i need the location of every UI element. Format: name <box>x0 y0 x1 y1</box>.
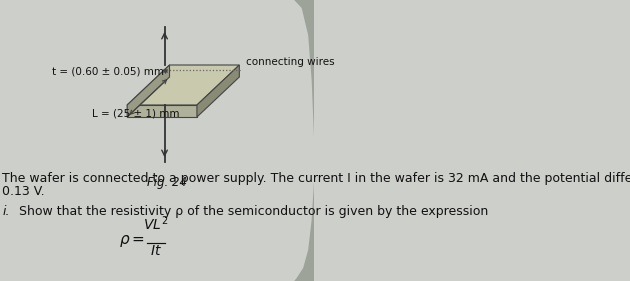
Text: Fig. 24: Fig. 24 <box>147 176 187 189</box>
Text: connecting wires: connecting wires <box>246 57 335 67</box>
Polygon shape <box>127 65 169 117</box>
Text: $\rho =$: $\rho =$ <box>119 233 145 249</box>
Polygon shape <box>197 65 239 117</box>
Polygon shape <box>294 0 314 281</box>
Text: $It$: $It$ <box>150 244 162 258</box>
Text: Show that the resistivity ρ of the semiconductor is given by the expression: Show that the resistivity ρ of the semic… <box>19 205 488 218</box>
Text: i.: i. <box>3 205 10 218</box>
Text: $VL^2$: $VL^2$ <box>144 214 169 233</box>
Text: L = (25 ± 1) mm: L = (25 ± 1) mm <box>92 109 180 119</box>
Polygon shape <box>127 105 197 117</box>
Polygon shape <box>127 65 239 105</box>
Text: t = (0.60 ± 0.05) mm: t = (0.60 ± 0.05) mm <box>52 66 164 76</box>
Text: The wafer is connected to a power supply. The current I in the wafer is 32 mA an: The wafer is connected to a power supply… <box>3 172 630 185</box>
Text: 0.13 V.: 0.13 V. <box>3 185 45 198</box>
